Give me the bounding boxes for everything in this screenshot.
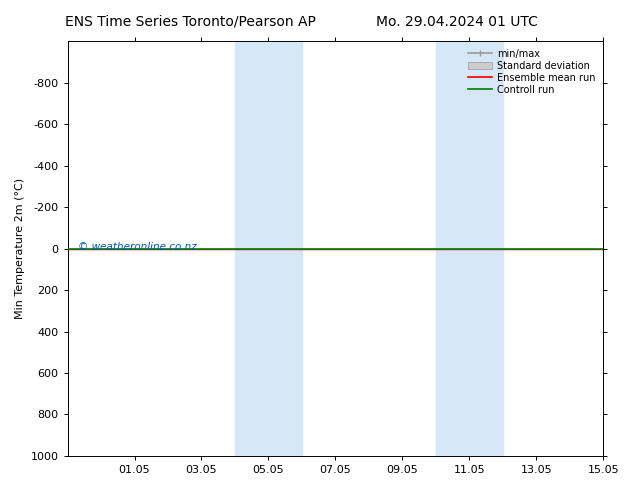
Text: Mo. 29.04.2024 01 UTC: Mo. 29.04.2024 01 UTC (375, 15, 538, 29)
Bar (436, 41, 503, 456)
Legend: min/max, Standard deviation, Ensemble mean run, Controll run: min/max, Standard deviation, Ensemble me… (465, 46, 598, 98)
Bar (235, 41, 302, 456)
Text: ENS Time Series Toronto/Pearson AP: ENS Time Series Toronto/Pearson AP (65, 15, 316, 29)
Text: © weatheronline.co.nz: © weatheronline.co.nz (78, 243, 197, 252)
Y-axis label: Min Temperature 2m (°C): Min Temperature 2m (°C) (15, 178, 25, 319)
